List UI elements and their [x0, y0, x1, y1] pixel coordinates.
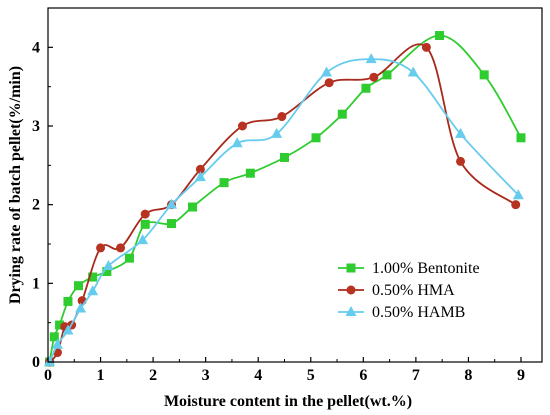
data-point: [167, 219, 176, 229]
data-point: [361, 83, 371, 93]
x-tick-label: 3: [202, 367, 210, 384]
data-point: [195, 164, 205, 174]
data-point: [44, 356, 56, 366]
plot-frame: [47, 7, 543, 363]
data-point: [231, 137, 243, 148]
data-point: [382, 70, 392, 80]
data-point: [140, 219, 150, 229]
data-point: [96, 243, 106, 253]
data-point: [166, 198, 177, 209]
legend-label: 0.50% HAMB: [372, 304, 465, 321]
data-point: [194, 171, 206, 182]
data-point: [219, 178, 229, 188]
data-point: [245, 168, 255, 178]
data-point: [75, 302, 87, 313]
data-point: [51, 338, 63, 349]
data-point: [271, 127, 283, 138]
legend-label: 0.50% HMA: [372, 282, 455, 299]
data-point: [188, 202, 198, 212]
data-point: [407, 66, 419, 77]
data-point: [140, 209, 150, 219]
data-point: [49, 332, 59, 342]
data-point: [63, 296, 73, 306]
series-triangle: [44, 53, 524, 366]
legend-marker: [345, 306, 357, 316]
legend: 1.00% Bentonite 0.50% HMA 0.50% HAMB: [338, 260, 480, 321]
y-tick-label: 4: [32, 39, 40, 56]
y-tick-label: 2: [32, 197, 40, 214]
y-tick-label: 0: [32, 354, 40, 371]
data-point: [421, 42, 431, 52]
data-point: [511, 200, 521, 210]
data-point: [73, 281, 83, 291]
data-point: [369, 72, 379, 82]
data-point: [456, 156, 466, 166]
axes-layer: 0 1 2 3 4 5 6 7 8 9 0 1 2 3 4: [32, 7, 543, 384]
x-tick-label: 8: [464, 367, 472, 384]
data-point: [321, 66, 333, 77]
data-point: [337, 109, 347, 119]
data-point: [324, 78, 334, 88]
data-point: [516, 133, 526, 143]
x-tick-label: 0: [44, 367, 52, 384]
data-point: [479, 70, 489, 80]
series-line: [48, 58, 520, 363]
x-tick-label: 1: [97, 367, 105, 384]
data-point: [88, 272, 98, 282]
data-point: [116, 243, 126, 253]
data-point: [512, 189, 524, 200]
data-point: [435, 31, 445, 41]
data-point: [137, 234, 149, 245]
x-tick-label: 9: [517, 367, 525, 384]
data-point: [311, 133, 321, 143]
x-tick-label: 6: [359, 367, 367, 384]
data-point: [455, 127, 467, 138]
series-layer: [44, 31, 526, 367]
data-point: [102, 260, 114, 271]
data-point: [55, 320, 65, 330]
data-point: [365, 53, 377, 64]
x-tick-label: 4: [254, 367, 262, 384]
y-tick-label: 1: [32, 275, 40, 292]
data-point: [277, 112, 287, 122]
data-point: [237, 121, 247, 131]
y-tick-label: 3: [32, 118, 40, 135]
x-tick-label: 5: [307, 367, 315, 384]
x-tick-label: 2: [149, 367, 157, 384]
legend-marker: [346, 285, 356, 295]
x-axis-title: Moisture content in the pellet(wt.%): [164, 393, 412, 410]
data-point: [124, 253, 134, 263]
data-point: [279, 152, 289, 162]
data-point: [87, 285, 99, 296]
y-axis-title: Drying rate of batch pellet(%/min): [7, 66, 24, 304]
legend-label: 1.00% Bentonite: [372, 260, 480, 277]
data-point: [102, 267, 112, 277]
legend-marker: [346, 263, 356, 273]
x-tick-label: 7: [412, 367, 420, 384]
data-point: [62, 324, 74, 335]
